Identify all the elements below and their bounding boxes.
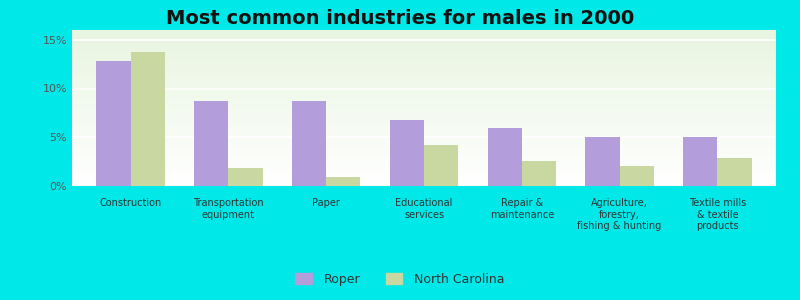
Bar [292, 101, 326, 186]
Bar [424, 145, 458, 186]
Text: Educational
services: Educational services [395, 198, 453, 220]
Bar [683, 137, 718, 186]
Bar [130, 52, 165, 186]
Text: Paper: Paper [312, 198, 340, 208]
Bar [586, 137, 619, 186]
Bar [619, 166, 654, 186]
Text: Most common industries for males in 2000: Most common industries for males in 2000 [166, 9, 634, 28]
Text: Textile mills
& textile
products: Textile mills & textile products [689, 198, 746, 231]
Text: Repair &
maintenance: Repair & maintenance [490, 198, 554, 220]
Bar [194, 101, 229, 186]
Text: Agriculture,
forestry,
fishing & hunting: Agriculture, forestry, fishing & hunting [578, 198, 662, 231]
Bar [390, 120, 424, 186]
Bar [229, 168, 262, 186]
Bar [97, 61, 130, 186]
Text: Transportation
equipment: Transportation equipment [193, 198, 264, 220]
Text: Construction: Construction [99, 198, 162, 208]
Bar [522, 161, 556, 186]
Bar [326, 177, 361, 186]
Bar [718, 158, 751, 186]
Bar [487, 128, 522, 186]
Legend: Roper, North Carolina: Roper, North Carolina [290, 268, 510, 291]
